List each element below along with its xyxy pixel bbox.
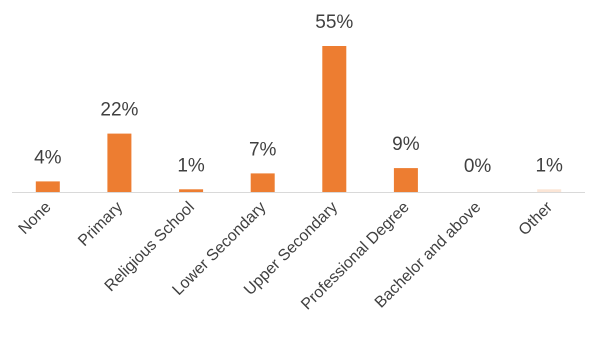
value-label-primary: 22% <box>100 100 138 121</box>
bar-upper-secondary <box>322 46 347 192</box>
x-tick-label-none: None <box>16 199 55 238</box>
bar-none <box>35 181 60 192</box>
value-labels-group: 4% 22% 1% 7% 55% 9% 0% 1% <box>34 12 563 177</box>
bar-professional-degree <box>393 168 418 192</box>
value-label-other: 1% <box>535 155 563 176</box>
bar-lower-secondary <box>250 173 275 192</box>
x-tick-label-primary: Primary <box>75 199 126 250</box>
bar-religious-school <box>179 189 204 192</box>
bars-group <box>35 46 562 192</box>
value-label-none: 4% <box>34 147 62 168</box>
value-label-upper-secondary: 55% <box>315 12 353 33</box>
value-label-bachelor-and-above: 0% <box>464 156 492 177</box>
x-tick-label-other: Other <box>516 198 557 239</box>
value-label-religious-school: 1% <box>177 155 205 176</box>
bar-other <box>537 189 562 192</box>
value-label-professional-degree: 9% <box>392 134 420 155</box>
value-label-lower-secondary: 7% <box>249 139 277 160</box>
bar-primary <box>107 133 132 192</box>
